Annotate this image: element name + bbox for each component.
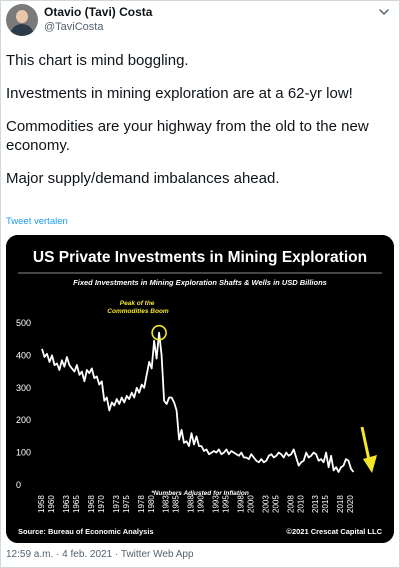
peak-highlight-circle (151, 324, 167, 341)
chart-source: Source: Bureau of Economic Analysis (18, 527, 154, 536)
tweet-paragraph: Investments in mining exploration are at… (6, 85, 353, 102)
x-tick-label: 1970 (97, 495, 106, 513)
y-tick-label: 300 (16, 383, 31, 393)
x-tick-label: 1963 (62, 495, 71, 513)
x-tick-label: 1990 (197, 495, 206, 513)
x-tick-label: 2018 (336, 495, 345, 513)
x-tick-label: 2005 (271, 495, 280, 513)
arrow-shaft (360, 426, 371, 461)
tweet-time[interactable]: 12:59 a.m. · 4 feb. 2021 (6, 549, 113, 560)
avatar[interactable] (6, 4, 38, 36)
y-tick-label: 400 (16, 350, 31, 360)
author-name[interactable]: Otavio (Tavi) Costa (44, 5, 153, 19)
chart-footnote: *Numbers Adjusted for Inflation (151, 490, 249, 497)
x-tick-label: 1975 (122, 495, 131, 513)
chevron-down-icon[interactable] (378, 6, 390, 18)
chart-copyright: ©2021 Crescat Capital LLC (286, 527, 382, 536)
tweet-paragraph: Commodities are your highway from the ol… (6, 118, 369, 154)
chart-background (6, 235, 394, 543)
peak-annotation: Peak of the Commodities Boom (107, 300, 169, 315)
y-tick-label: 500 (16, 318, 31, 328)
arrow-head (363, 455, 377, 473)
chart-subtitle: Fixed Investments in Mining Exploration … (73, 278, 327, 287)
chart-title: US Private Investments in Mining Explora… (33, 249, 367, 266)
x-tick-label: 1993 (212, 495, 221, 513)
chart-image[interactable]: US Private Investments in Mining Explora… (6, 235, 394, 543)
x-tick-label: 1988 (187, 495, 196, 513)
avatar-body (10, 24, 34, 36)
x-tick-label: 2020 (346, 495, 355, 513)
x-tick-label: 1978 (137, 495, 146, 513)
y-axis: 0 100 200 300 400 500 (16, 318, 31, 490)
series-line (41, 331, 355, 473)
author-handle[interactable]: @TaviCosta (44, 21, 104, 33)
y-tick-label: 0 (16, 480, 21, 490)
x-tick-label: 2010 (296, 495, 305, 513)
x-tick-label: 2008 (286, 495, 295, 513)
x-tick-label: 2003 (261, 495, 270, 513)
chart-svg: US Private Investments in Mining Explora… (6, 235, 394, 543)
tweet-paragraph: Major supply/demand imbalances ahead. (6, 170, 280, 187)
avatar-head (16, 10, 28, 23)
x-axis: 1958 1960 1963 1965 1968 1970 1973 1975 1978 1980… (37, 495, 355, 513)
down-arrow-icon (360, 426, 377, 473)
tweet-source[interactable]: Twitter Web App (120, 549, 194, 560)
x-tick-label: 1968 (87, 495, 96, 513)
y-tick-label: 100 (16, 448, 31, 458)
x-tick-label: 1965 (72, 495, 81, 513)
x-tick-label: 1983 (162, 495, 171, 513)
x-tick-label: 1980 (147, 495, 156, 513)
tweet-paragraph: This chart is mind boggling. (6, 52, 189, 69)
x-tick-label: 2013 (311, 495, 320, 513)
translate-link[interactable]: Tweet vertalen (6, 216, 68, 227)
x-tick-label: 1973 (112, 495, 121, 513)
x-tick-label: 1985 (172, 495, 181, 513)
tweet-text: This chart is mind boggling. Investments… (6, 51, 394, 202)
x-tick-label: 2015 (321, 495, 330, 513)
x-tick-label: 1995 (222, 495, 231, 513)
tweet-footer: 12:59 a.m. · 4 feb. 2021 · Twitter Web A… (6, 549, 194, 560)
y-tick-label: 200 (16, 415, 31, 425)
x-tick-label: 1960 (47, 495, 56, 513)
x-tick-label: 1958 (37, 495, 46, 513)
x-tick-label: 2000 (246, 495, 255, 513)
x-tick-label: 1998 (236, 495, 245, 513)
